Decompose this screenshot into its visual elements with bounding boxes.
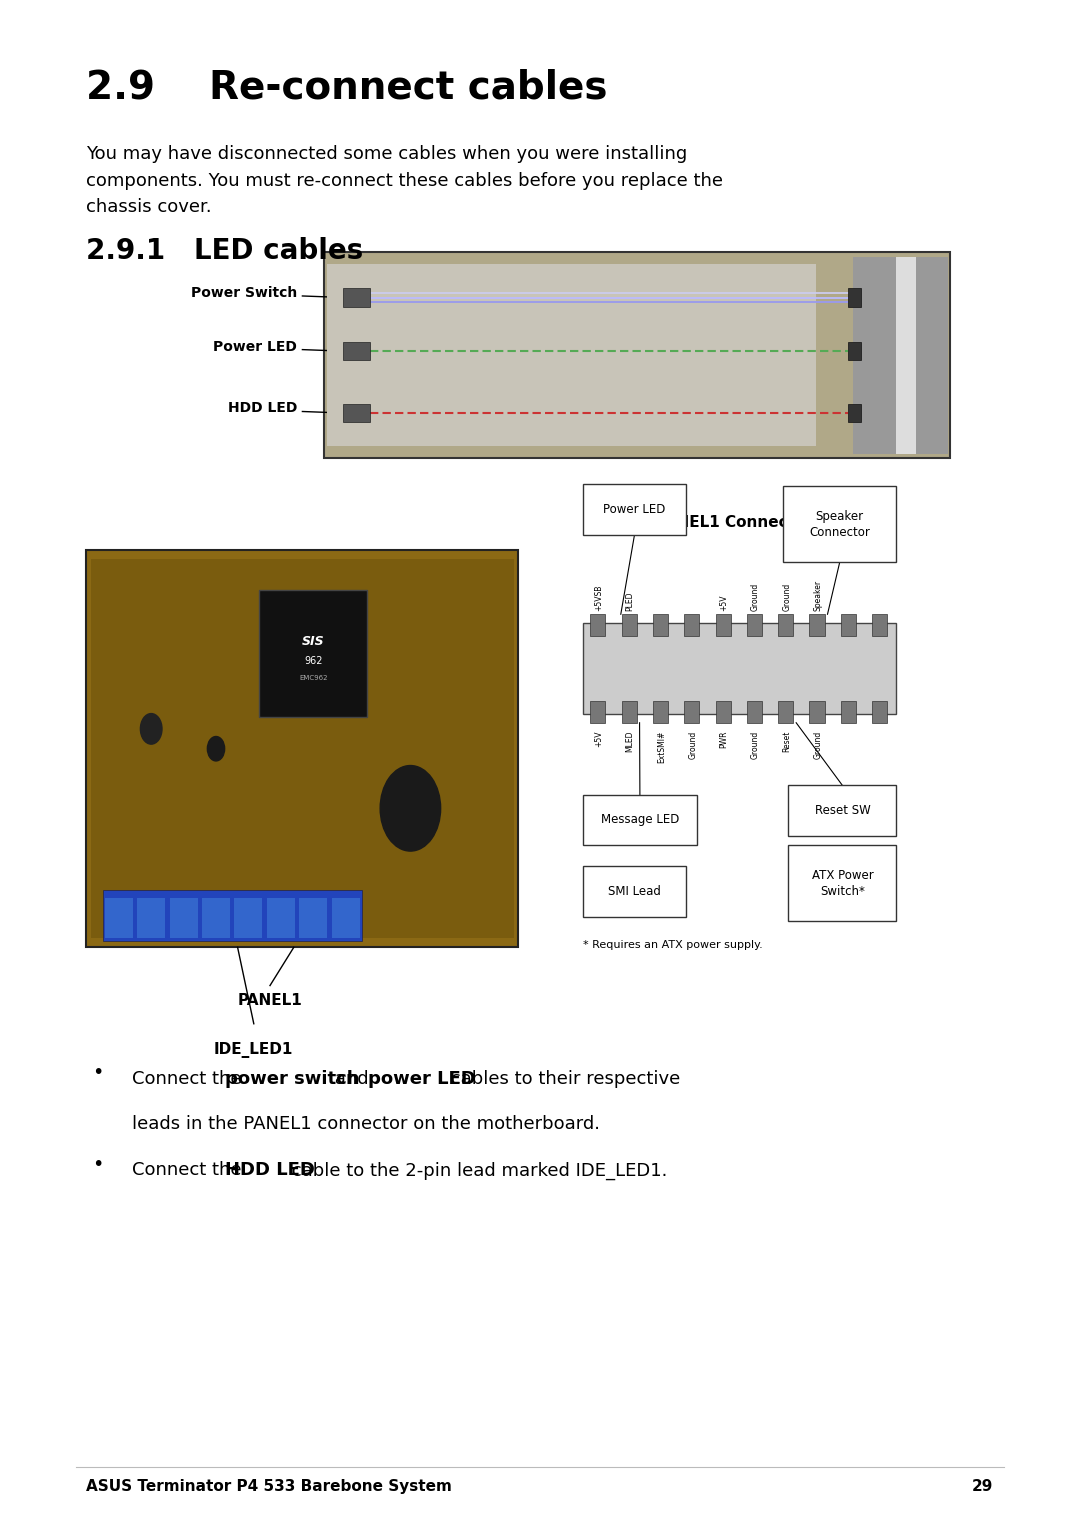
Bar [591,614,605,636]
Circle shape [207,736,225,761]
Text: power switch: power switch [225,1070,360,1088]
Text: •: • [92,1155,104,1174]
Text: +5V: +5V [719,594,729,611]
Bar [783,486,896,562]
Bar [86,550,518,947]
Bar [583,484,686,535]
Text: ExtSMI#: ExtSMI# [657,730,666,762]
Bar [591,701,605,723]
Bar [778,614,793,636]
Text: MLED: MLED [625,730,635,752]
Text: IDE_LED1: IDE_LED1 [214,1042,294,1057]
Text: Ground: Ground [751,730,760,758]
Bar [202,898,230,938]
Bar [685,614,700,636]
Bar [343,342,370,361]
Text: PWR: PWR [719,730,729,747]
Bar [583,795,697,845]
Bar [873,701,888,723]
Bar [103,889,362,941]
Bar [747,614,762,636]
Bar [853,257,948,454]
Bar [267,898,295,938]
Text: You may have disconnected some cables when you were installing
components. You m: You may have disconnected some cables wh… [86,145,724,215]
Bar [299,898,327,938]
Bar [873,614,888,636]
Bar [170,898,198,938]
Text: Connect the: Connect the [132,1070,247,1088]
Text: SMI Lead: SMI Lead [608,885,661,898]
Bar [841,701,856,723]
Text: Ground: Ground [688,730,698,758]
Text: +5V: +5V [594,730,604,747]
Bar [896,257,916,454]
Bar [841,614,856,636]
Bar [848,342,861,361]
Text: Power LED: Power LED [604,503,665,516]
Text: leads in the PANEL1 connector on the motherboard.: leads in the PANEL1 connector on the mot… [132,1115,599,1134]
Bar [622,614,637,636]
Text: and: and [328,1070,374,1088]
Bar [324,252,950,458]
Bar [848,289,861,307]
Text: * Requires an ATX power supply.: * Requires an ATX power supply. [583,940,762,950]
Text: Message LED: Message LED [600,813,679,827]
Bar [105,898,133,938]
Text: PLED: PLED [625,591,635,611]
Bar [788,845,896,921]
Text: EMC962: EMC962 [299,675,327,681]
Text: PANEL1: PANEL1 [238,993,302,1008]
Bar [747,701,762,723]
Text: Ground: Ground [782,584,792,611]
Text: HDD LED: HDD LED [228,402,297,416]
Text: HDD LED: HDD LED [225,1161,315,1180]
Bar [778,701,793,723]
Text: +5VSB: +5VSB [594,585,604,611]
Bar [716,614,731,636]
Text: Power Switch: Power Switch [191,286,297,299]
Text: Speaker: Speaker [813,581,823,611]
Text: 2.9    Re-connect cables: 2.9 Re-connect cables [86,69,608,107]
Text: Reset: Reset [782,730,792,752]
Bar [652,614,667,636]
Circle shape [380,766,441,851]
Text: Connect the: Connect the [132,1161,247,1180]
Bar [343,289,370,307]
Bar [583,623,896,714]
Bar [343,403,370,422]
Text: Ground: Ground [813,730,823,758]
Text: Speaker
Connector: Speaker Connector [809,510,870,538]
Bar [259,590,367,717]
Bar [788,785,896,836]
Bar [332,898,360,938]
Text: cables to their respective: cables to their respective [445,1070,680,1088]
Bar [234,898,262,938]
Text: 2.9.1   LED cables: 2.9.1 LED cables [86,237,364,264]
Bar [810,614,825,636]
Bar [716,701,731,723]
Text: Ground: Ground [751,584,760,611]
Bar [91,559,514,938]
Text: power LED: power LED [367,1070,475,1088]
Text: Reset SW: Reset SW [814,804,870,817]
Bar [137,898,165,938]
Bar [327,264,815,446]
Text: •: • [92,1063,104,1082]
Bar [652,701,667,723]
Text: 962: 962 [303,656,323,666]
Text: SIS: SIS [302,634,324,648]
Bar [685,701,700,723]
Text: PANEL1 Connector: PANEL1 Connector [656,515,813,530]
Bar [583,866,686,917]
Text: 29: 29 [972,1479,994,1494]
Text: ASUS Terminator P4 533 Barebone System: ASUS Terminator P4 533 Barebone System [86,1479,453,1494]
Bar [810,701,825,723]
Text: ATX Power
Switch*: ATX Power Switch* [811,869,874,897]
Circle shape [140,714,162,744]
Bar [622,701,637,723]
Text: cable to the 2-pin lead marked IDE_LED1.: cable to the 2-pin lead marked IDE_LED1. [285,1161,667,1180]
Text: Power LED: Power LED [213,339,297,353]
Bar [848,403,861,422]
